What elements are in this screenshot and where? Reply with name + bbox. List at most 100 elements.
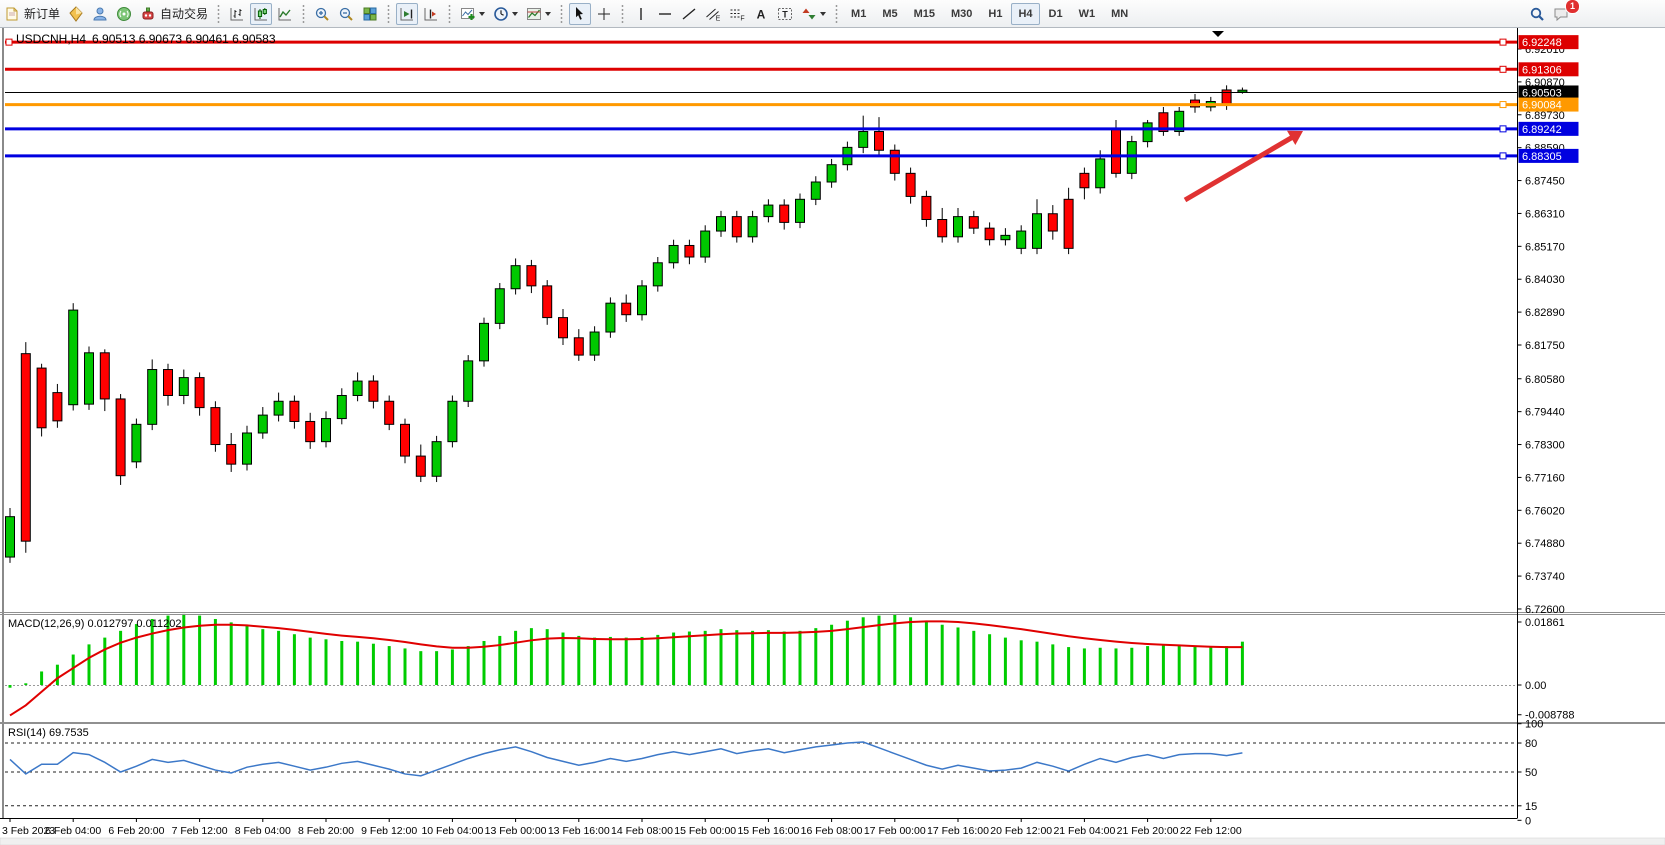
candle-body — [905, 172, 916, 197]
price-badge-6.88305 — [1518, 148, 1579, 163]
time-tick-label: 21 Feb 20:00 — [1117, 825, 1179, 837]
arrows-tool-button[interactable] — [798, 3, 829, 25]
macd-histogram-bar — [972, 630, 976, 685]
candle-body — [52, 392, 63, 422]
chevron-down-icon[interactable] — [479, 11, 486, 16]
candle-chart-mode-button[interactable] — [250, 2, 273, 25]
candle-body — [479, 322, 489, 362]
crosshair-button[interactable] — [593, 3, 615, 25]
templates-icon — [527, 7, 542, 20]
symbols-button[interactable] — [65, 3, 87, 25]
macd-histogram-bar — [1035, 641, 1039, 685]
hline-anchor[interactable] — [1499, 101, 1507, 109]
candle-body — [542, 285, 553, 319]
vertical-line-tool-button[interactable] — [630, 3, 652, 25]
hline-anchor[interactable] — [1499, 38, 1507, 46]
chart-title: USDCNH,H4 6.90513 6.90673 6.90461 6.90583 — [16, 32, 282, 46]
chart-shift-icon — [424, 7, 438, 20]
hline-anchor[interactable] — [1499, 65, 1507, 73]
text-label-tool-button[interactable]: T — [774, 3, 796, 25]
macd-histogram-bar — [324, 639, 328, 685]
macd-histogram-bar — [356, 641, 360, 685]
timeframe-m5-button[interactable]: M5 — [882, 7, 898, 20]
search-button[interactable] — [1526, 3, 1548, 25]
timeframe-w1-button[interactable]: W1 — [1078, 7, 1096, 20]
indicators-button[interactable] — [457, 3, 488, 25]
price-tick-label: 6.80580 — [1525, 374, 1565, 386]
time-tick-label: 13 Feb 00:00 — [485, 825, 547, 837]
tile-windows-button[interactable] — [359, 3, 381, 25]
chevron-down-icon[interactable] — [512, 11, 519, 16]
periods-button[interactable] — [490, 3, 521, 25]
price-tick-label: 6.76020 — [1525, 505, 1565, 517]
text-tool-button[interactable]: A — [750, 3, 772, 25]
timeframe-mn-button[interactable]: MN — [1111, 7, 1129, 20]
price-tick-label: 6.87450 — [1525, 176, 1565, 188]
auto-scroll-button[interactable] — [396, 2, 419, 25]
candle-body — [558, 317, 568, 339]
periods-icon — [493, 6, 509, 22]
timeframe-m30-button[interactable]: M30 — [951, 7, 973, 20]
hline-anchor[interactable] — [1499, 152, 1507, 160]
macd-signal-line — [9, 620, 1243, 717]
zoom-in-icon — [314, 6, 330, 22]
trend-arrow-head[interactable] — [1287, 130, 1303, 146]
candle-body — [147, 369, 158, 425]
timeframe-m1-button[interactable]: M1 — [851, 7, 867, 20]
indicators-icon — [460, 6, 476, 22]
profile-icon — [93, 7, 107, 20]
macd-histogram-bar — [893, 614, 897, 685]
price-badge-label: 6.91306 — [1522, 64, 1562, 76]
candle-body — [131, 423, 142, 463]
chart-canvas: 6.920106.908706.897306.885906.874506.863… — [0, 28, 1665, 845]
broadcast-icon — [117, 6, 132, 21]
chart-title-ohlc: 6.90513 6.90673 6.90461 6.90583 — [92, 32, 276, 46]
zoom-in-button[interactable] — [311, 3, 333, 25]
channel-tool-button[interactable]: E — [702, 3, 724, 25]
time-tick-label: 15 Feb 16:00 — [737, 825, 799, 837]
time-tick-label: 16 Feb 08:00 — [801, 825, 863, 837]
new-order-icon — [6, 7, 18, 20]
time-tick-label: 7 Feb 12:00 — [172, 825, 228, 837]
horizontal-line-tool-button[interactable] — [654, 3, 676, 25]
timeframe-h1-button[interactable]: H1 — [988, 7, 1003, 20]
macd-histogram-bar — [1051, 644, 1055, 685]
auto-trading-button[interactable]: 自动交易 — [137, 3, 211, 25]
zoom-out-button[interactable] — [335, 3, 357, 25]
macd-histogram-bar — [435, 651, 439, 685]
macd-histogram-bar — [703, 630, 707, 685]
trendline-tool-button[interactable] — [678, 3, 700, 25]
line-chart-mode-button[interactable] — [274, 3, 296, 25]
cursor-button[interactable] — [569, 2, 592, 25]
candle-body — [1032, 213, 1042, 249]
bar-chart-icon — [230, 7, 244, 20]
macd-histogram-bar — [988, 634, 992, 685]
trend-arrow-shaft[interactable] — [1183, 133, 1296, 203]
broadcast-icon — [116, 6, 132, 22]
chevron-down-icon[interactable] — [820, 11, 827, 16]
hline-anchor[interactable] — [5, 38, 13, 46]
time-tick-label: 6 Feb 04:00 — [45, 825, 101, 837]
macd-histogram-bar — [277, 630, 281, 685]
new-order-button[interactable]: 新订单 — [1, 3, 63, 25]
timeframe-h4-button[interactable]: H4 — [1011, 2, 1040, 25]
profile-button[interactable] — [89, 3, 111, 25]
vline-icon — [640, 7, 642, 20]
chart-shift-button[interactable] — [420, 3, 442, 25]
macd-histogram-bar — [1067, 647, 1071, 685]
macd-histogram-bar — [466, 646, 470, 685]
macd-histogram-bar — [798, 630, 802, 685]
templates-button[interactable] — [523, 3, 554, 25]
hline-icon — [659, 12, 672, 15]
timeframe-d1-button[interactable]: D1 — [1048, 7, 1063, 20]
chevron-down-icon[interactable] — [545, 11, 552, 16]
candle-body — [605, 302, 616, 333]
hline-anchor[interactable] — [1499, 125, 1507, 133]
candle-body — [368, 380, 379, 402]
timeframe-m15-button[interactable]: M15 — [913, 7, 935, 20]
bar-chart-mode-button[interactable] — [226, 3, 248, 25]
macd-histogram-bar — [1082, 648, 1086, 685]
fibonacci-tool-button[interactable]: F — [726, 3, 748, 25]
toolbar-separator — [217, 3, 221, 24]
news-broadcast-button[interactable] — [113, 3, 135, 25]
